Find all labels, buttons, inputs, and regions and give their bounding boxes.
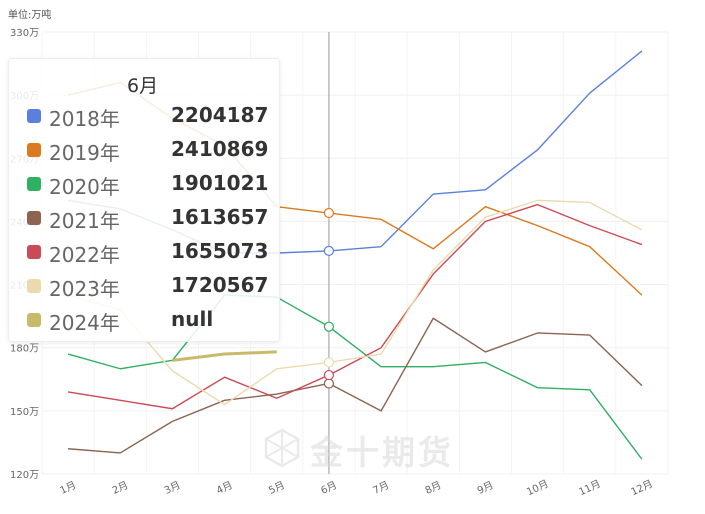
tooltip-title: 6月	[127, 75, 159, 97]
legend-swatch-icon	[27, 109, 41, 123]
x-tick-label: 6月	[319, 479, 339, 497]
watermark-logo-icon	[264, 428, 300, 468]
x-tick-label: 4月	[215, 479, 235, 497]
tooltip-series-name: 2018年	[49, 107, 120, 131]
x-tick-label: 11月	[577, 478, 603, 498]
tooltip-row: 2022年 1655073	[25, 237, 275, 267]
marker-layer	[323, 207, 335, 389]
tooltip-row: 2020年 1901021	[25, 169, 275, 199]
y-axis-unit-label: 单位:万吨	[8, 10, 52, 21]
highlight-point-marker	[323, 369, 335, 381]
highlight-point-marker	[323, 357, 335, 368]
series-line	[67, 199, 643, 406]
x-tick-label: 1月	[58, 479, 78, 497]
x-tick-label: 2月	[110, 479, 130, 497]
legend-swatch-icon	[27, 245, 41, 259]
x-tick-label: 7月	[371, 479, 391, 497]
tooltip-series-name: 2019年	[49, 141, 120, 165]
tooltip-series-name: 2022年	[49, 243, 120, 267]
tooltip-series-value: 1901021	[171, 171, 269, 195]
legend-swatch-icon	[27, 211, 41, 225]
legend-swatch-icon	[27, 313, 41, 327]
tooltip-series-value: 2204187	[171, 103, 269, 127]
watermark-text: 金十期货	[310, 433, 454, 472]
legend-swatch-icon	[27, 177, 41, 191]
tooltip-row: 2024年 null	[25, 305, 275, 335]
x-tick-label: 3月	[162, 479, 182, 497]
tooltip-series-value: 1655073	[171, 239, 269, 263]
tooltip-row: 2018年 2204187	[25, 101, 275, 131]
tooltip-series-name: 2020年	[49, 175, 120, 199]
y-tick-label: 180万	[10, 344, 39, 355]
tooltip-row: 2021年 1613657	[25, 203, 275, 233]
series-line	[172, 350, 277, 362]
tooltip-series-name: 2023年	[49, 277, 120, 301]
x-tick-label: 9月	[475, 479, 495, 497]
legend-swatch-icon	[27, 279, 41, 293]
tooltip-series-name: 2021年	[49, 209, 120, 233]
highlight-point-marker	[323, 321, 335, 332]
tooltip-series-name: 2024年	[49, 311, 120, 335]
highlight-point-marker	[323, 378, 335, 389]
highlight-point-marker	[323, 245, 335, 256]
series-line	[67, 203, 643, 410]
series-line	[68, 317, 643, 454]
tooltip-series-value: 1613657	[171, 205, 269, 229]
highlight-point-marker	[323, 207, 335, 219]
tooltip-series-value: null	[171, 307, 214, 331]
x-tick-label: 12月	[629, 478, 655, 498]
y-tick-label: 330万	[10, 28, 39, 39]
x-tick-label: 8月	[423, 479, 443, 497]
y-tick-label: 150万	[10, 407, 39, 418]
y-tick-label: 120万	[10, 470, 39, 481]
x-tick-label: 5月	[267, 479, 287, 497]
tooltip-row: 2023年 1720567	[25, 271, 275, 301]
tooltip-row: 2019年 2410869	[25, 135, 275, 165]
legend-swatch-icon	[27, 143, 41, 157]
tooltip-series-value: 1720567	[171, 273, 269, 297]
tooltip-panel: 6月 2018年 2204187 2019年 2410869 2020年 1901021 2…	[8, 58, 280, 342]
x-tick-label: 10月	[525, 478, 551, 498]
tooltip-series-value: 2410869	[171, 137, 269, 161]
